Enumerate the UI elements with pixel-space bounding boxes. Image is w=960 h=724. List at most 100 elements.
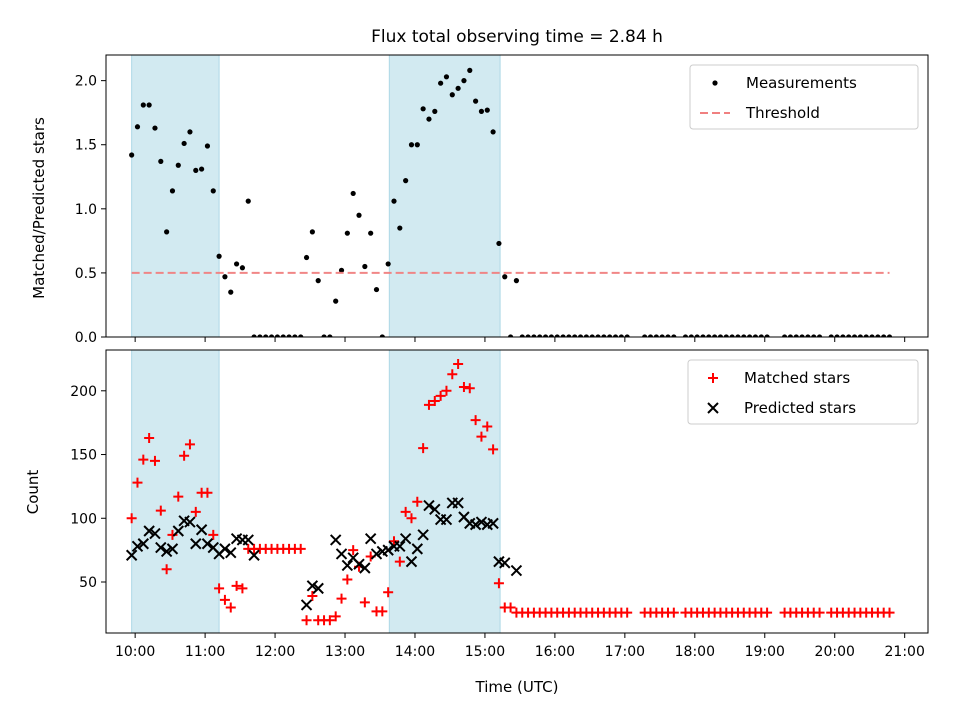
measurement-point (851, 334, 858, 337)
measurement-point (473, 98, 479, 104)
matched-star-point (324, 615, 335, 626)
measurement-point (659, 334, 665, 337)
predicted-star-point (423, 499, 435, 512)
measurement-point (350, 190, 356, 197)
y-tick-label: 0.5 (75, 266, 97, 282)
x-tick-label: 21:00 (885, 644, 925, 660)
predicted-star-point (411, 543, 424, 555)
measurement-point (228, 289, 234, 295)
predicted-star-point (364, 532, 377, 545)
measurement-point (886, 334, 893, 337)
measurement-point (344, 230, 350, 236)
measurement-point (671, 334, 677, 337)
measurement-point (408, 142, 415, 148)
measurement-point (869, 334, 875, 337)
y-tick-label: 50 (79, 575, 97, 591)
predicted-star-point (306, 580, 319, 592)
measurement-point (537, 334, 543, 337)
measurement-point (857, 334, 863, 337)
measurement-point (502, 274, 508, 280)
predicted-star-point (190, 538, 202, 550)
measurement-point (292, 334, 298, 337)
measurement-point (828, 334, 834, 337)
measurement-point (799, 334, 805, 337)
measurement-point (723, 334, 729, 337)
measurement-point (805, 334, 811, 337)
predicted-star-point (405, 555, 418, 568)
matched-star-point (383, 587, 394, 598)
matched-star-point (470, 415, 481, 426)
measurement-point (712, 334, 718, 337)
predicted-star-point (312, 582, 324, 595)
axes-frame (105, 349, 929, 634)
measurement-point (700, 334, 706, 337)
y-tick-label: 1.0 (75, 202, 97, 218)
measurement-point (490, 129, 496, 135)
measurement-point (542, 334, 549, 337)
matched-star-point (214, 583, 225, 594)
predicted-star-point (329, 534, 342, 546)
measurement-point (706, 334, 712, 337)
x-tick-label: 11:00 (185, 644, 225, 660)
matched-star-point (505, 602, 516, 613)
measurement-point (484, 107, 490, 113)
matched-star-point (155, 505, 166, 516)
measurement-point (268, 334, 275, 337)
legend-label: Measurements (746, 74, 857, 92)
measurement-point (455, 85, 461, 91)
measurement-point (432, 108, 438, 114)
matched-star-point (377, 606, 388, 617)
measurement-point (840, 334, 846, 337)
matched-star-point (161, 564, 172, 575)
predicted-star-point (300, 599, 313, 611)
x-tick-label: 14:00 (395, 644, 435, 660)
measurement-point (572, 334, 578, 337)
x-tick-label: 19:00 (745, 644, 785, 660)
matched-star-point (762, 607, 773, 618)
measurement-point (379, 334, 385, 337)
matched-star-point (301, 615, 312, 626)
predicted-star-point (440, 513, 453, 526)
measurement-point (216, 253, 222, 259)
x-tick-label: 16:00 (535, 644, 575, 660)
matched-star-point (173, 491, 184, 502)
top-panel-ratio: 0.0 0.5 1.0 1.5 2.0 Measurements Threshold (75, 54, 929, 346)
measurement-point (665, 334, 671, 337)
matched-star-point (138, 454, 149, 465)
measurement-point (245, 198, 251, 204)
predicted-star-point (160, 545, 173, 558)
measurement-point (863, 334, 869, 337)
matched-star-point (435, 390, 446, 401)
matched-star-point (423, 399, 434, 410)
measurement-point (496, 240, 502, 247)
predicted-star-point (475, 516, 488, 528)
matched-star-point (458, 381, 469, 392)
axes-frame (105, 54, 929, 338)
measurement-point (478, 108, 485, 114)
matched-star-point (237, 583, 248, 594)
predicted-star-point (341, 559, 354, 572)
measurement-point (525, 334, 531, 337)
matched-star-point (225, 602, 236, 613)
predicted-star-point (137, 538, 150, 550)
predicted-star-point (149, 527, 161, 540)
legend-label: Threshold (745, 104, 820, 122)
measurement-point (816, 334, 823, 337)
measurement-point (338, 267, 345, 273)
measurement-point (449, 92, 455, 98)
measurement-point (414, 142, 420, 148)
measurement-point (560, 334, 566, 337)
measurement-point (758, 334, 764, 337)
predicted-star-point (359, 562, 371, 574)
measurement-point (624, 334, 630, 337)
measurement-point (513, 278, 520, 284)
measurement-point (438, 80, 444, 86)
predicted-star-point (195, 524, 208, 536)
measurement-point (426, 116, 432, 122)
matched-star-point (406, 513, 417, 524)
measurement-point (257, 334, 263, 337)
measurement-point (298, 334, 304, 337)
measurement-point (846, 334, 852, 337)
measurement-point (554, 334, 560, 337)
measurement-point (642, 334, 648, 337)
